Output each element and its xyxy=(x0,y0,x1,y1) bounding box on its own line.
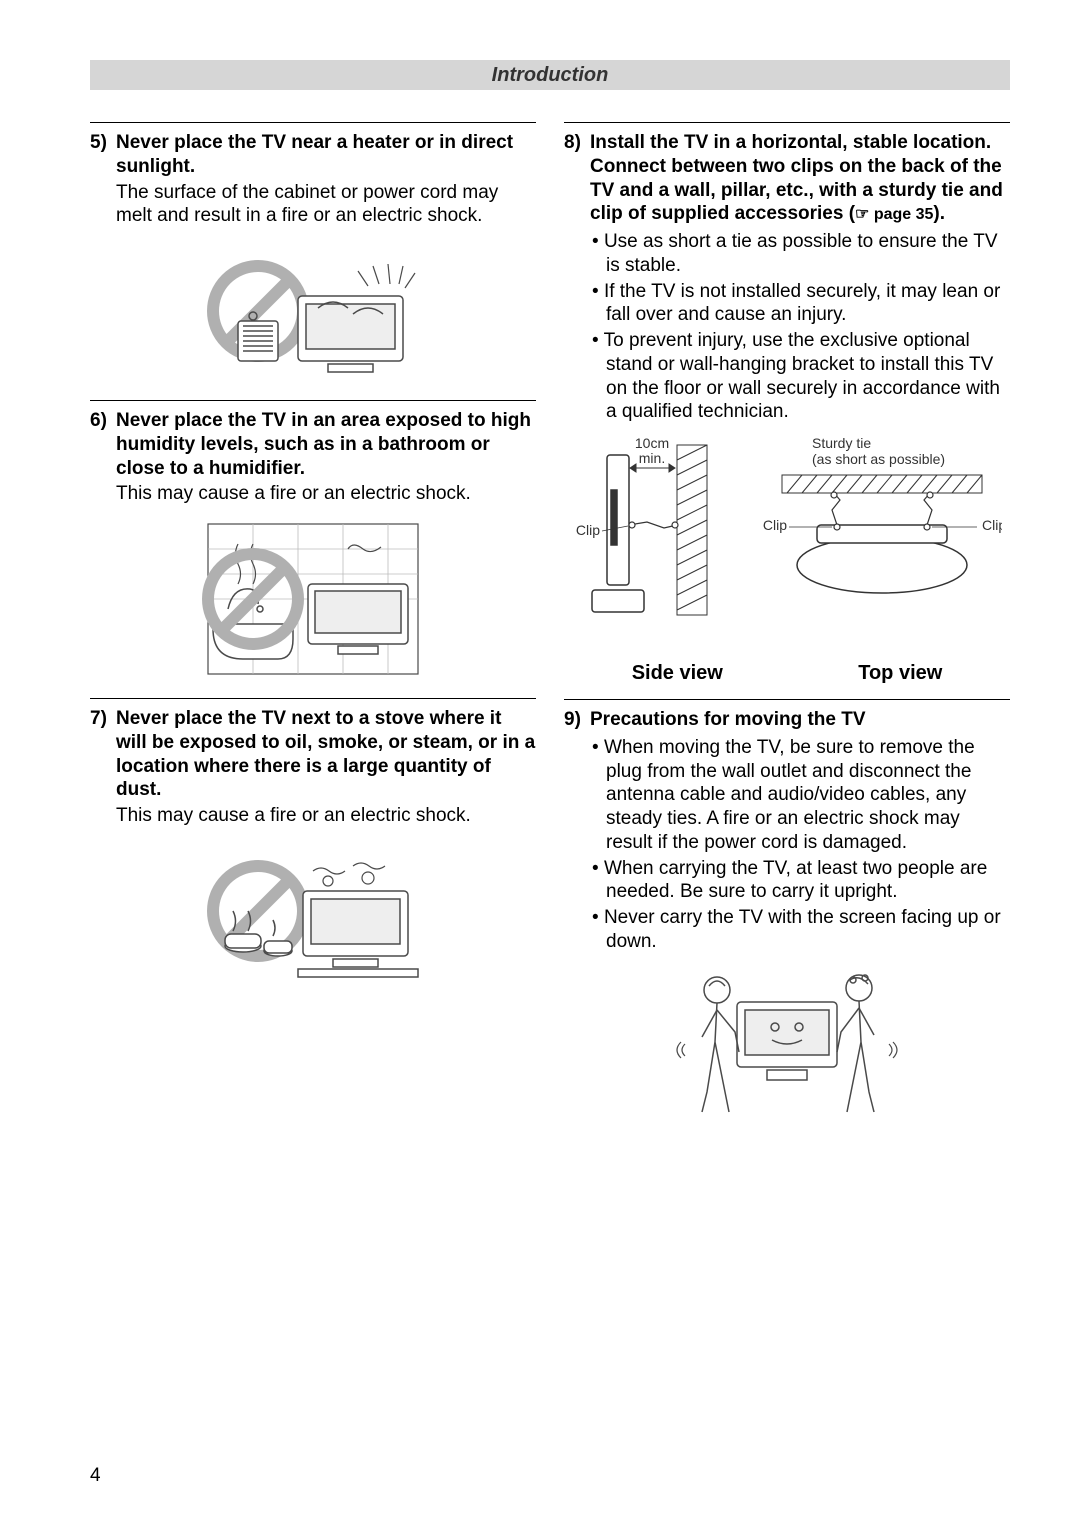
divider xyxy=(90,698,536,699)
view-labels: Side view Top view xyxy=(564,662,1010,685)
safety-item-7: 7) Never place the TV next to a stove wh… xyxy=(90,707,536,986)
item-bullets: When moving the TV, be sure to remove th… xyxy=(606,736,1010,954)
label-min: min. xyxy=(639,450,665,466)
side-view-label: Side view xyxy=(632,662,723,685)
bullet-item: Use as short a tie as possible to ensure… xyxy=(606,230,1010,278)
item-bullets: Use as short a tie as possible to ensure… xyxy=(606,230,1010,424)
label-10cm: 10cm xyxy=(635,435,669,451)
illustration-heater xyxy=(90,236,536,386)
item-number: 8) xyxy=(564,131,590,226)
label-short: (as short as possible) xyxy=(812,451,945,467)
label-sturdy: Sturdy tie xyxy=(812,435,871,451)
page-ref: ☞ page 35 xyxy=(855,206,933,223)
label-clip: Clip xyxy=(763,517,787,533)
divider xyxy=(564,122,1010,123)
installation-diagram: 10cm min. Clip Sturdy tie (as short as p… xyxy=(564,430,1010,650)
item-title: Never place the TV next to a stove where… xyxy=(116,707,536,802)
bullet-item: When carrying the TV, at least two peopl… xyxy=(606,857,1010,905)
bullet-item: Never carry the TV with the screen facin… xyxy=(606,906,1010,954)
safety-item-8: 8) Install the TV in a horizontal, stabl… xyxy=(564,131,1010,685)
two-column-layout: 5) Never place the TV near a heater or i… xyxy=(90,108,1010,1134)
illustration-stove xyxy=(90,836,536,986)
item-number: 5) xyxy=(90,131,116,179)
label-clip: Clip xyxy=(576,522,600,538)
item-title: Precautions for moving the TV xyxy=(590,708,1010,732)
label-clip: Clip xyxy=(982,517,1002,533)
item-title: Install the TV in a horizontal, stable l… xyxy=(590,131,1010,226)
item-title: Never place the TV in an area exposed to… xyxy=(116,409,536,480)
item-body: The surface of the cabinet or power cord… xyxy=(116,181,536,229)
divider xyxy=(90,400,536,401)
section-title: Introduction xyxy=(492,64,609,87)
section-header: Introduction xyxy=(90,60,1010,90)
left-column: 5) Never place the TV near a heater or i… xyxy=(90,108,536,1134)
item-number: 9) xyxy=(564,708,590,732)
bullet-item: To prevent injury, use the exclusive opt… xyxy=(606,329,1010,424)
illustration-humidity xyxy=(90,514,536,684)
right-column: 8) Install the TV in a horizontal, stabl… xyxy=(564,108,1010,1134)
safety-item-6: 6) Never place the TV in an area exposed… xyxy=(90,409,536,684)
bullet-item: When moving the TV, be sure to remove th… xyxy=(606,736,1010,855)
item-number: 7) xyxy=(90,707,116,802)
illustration-carrying xyxy=(564,962,1010,1122)
item-body: This may cause a fire or an electric sho… xyxy=(116,804,536,828)
safety-item-5: 5) Never place the TV near a heater or i… xyxy=(90,131,536,386)
divider xyxy=(90,122,536,123)
safety-item-9: 9) Precautions for moving the TV When mo… xyxy=(564,708,1010,1122)
bullet-item: If the TV is not installed securely, it … xyxy=(606,280,1010,328)
divider xyxy=(564,699,1010,700)
title-part: ). xyxy=(933,203,945,224)
page-number: 4 xyxy=(90,1465,101,1487)
top-view-label: Top view xyxy=(858,662,942,685)
item-title: Never place the TV near a heater or in d… xyxy=(116,131,536,179)
item-body: This may cause a fire or an electric sho… xyxy=(116,482,536,506)
item-number: 6) xyxy=(90,409,116,480)
